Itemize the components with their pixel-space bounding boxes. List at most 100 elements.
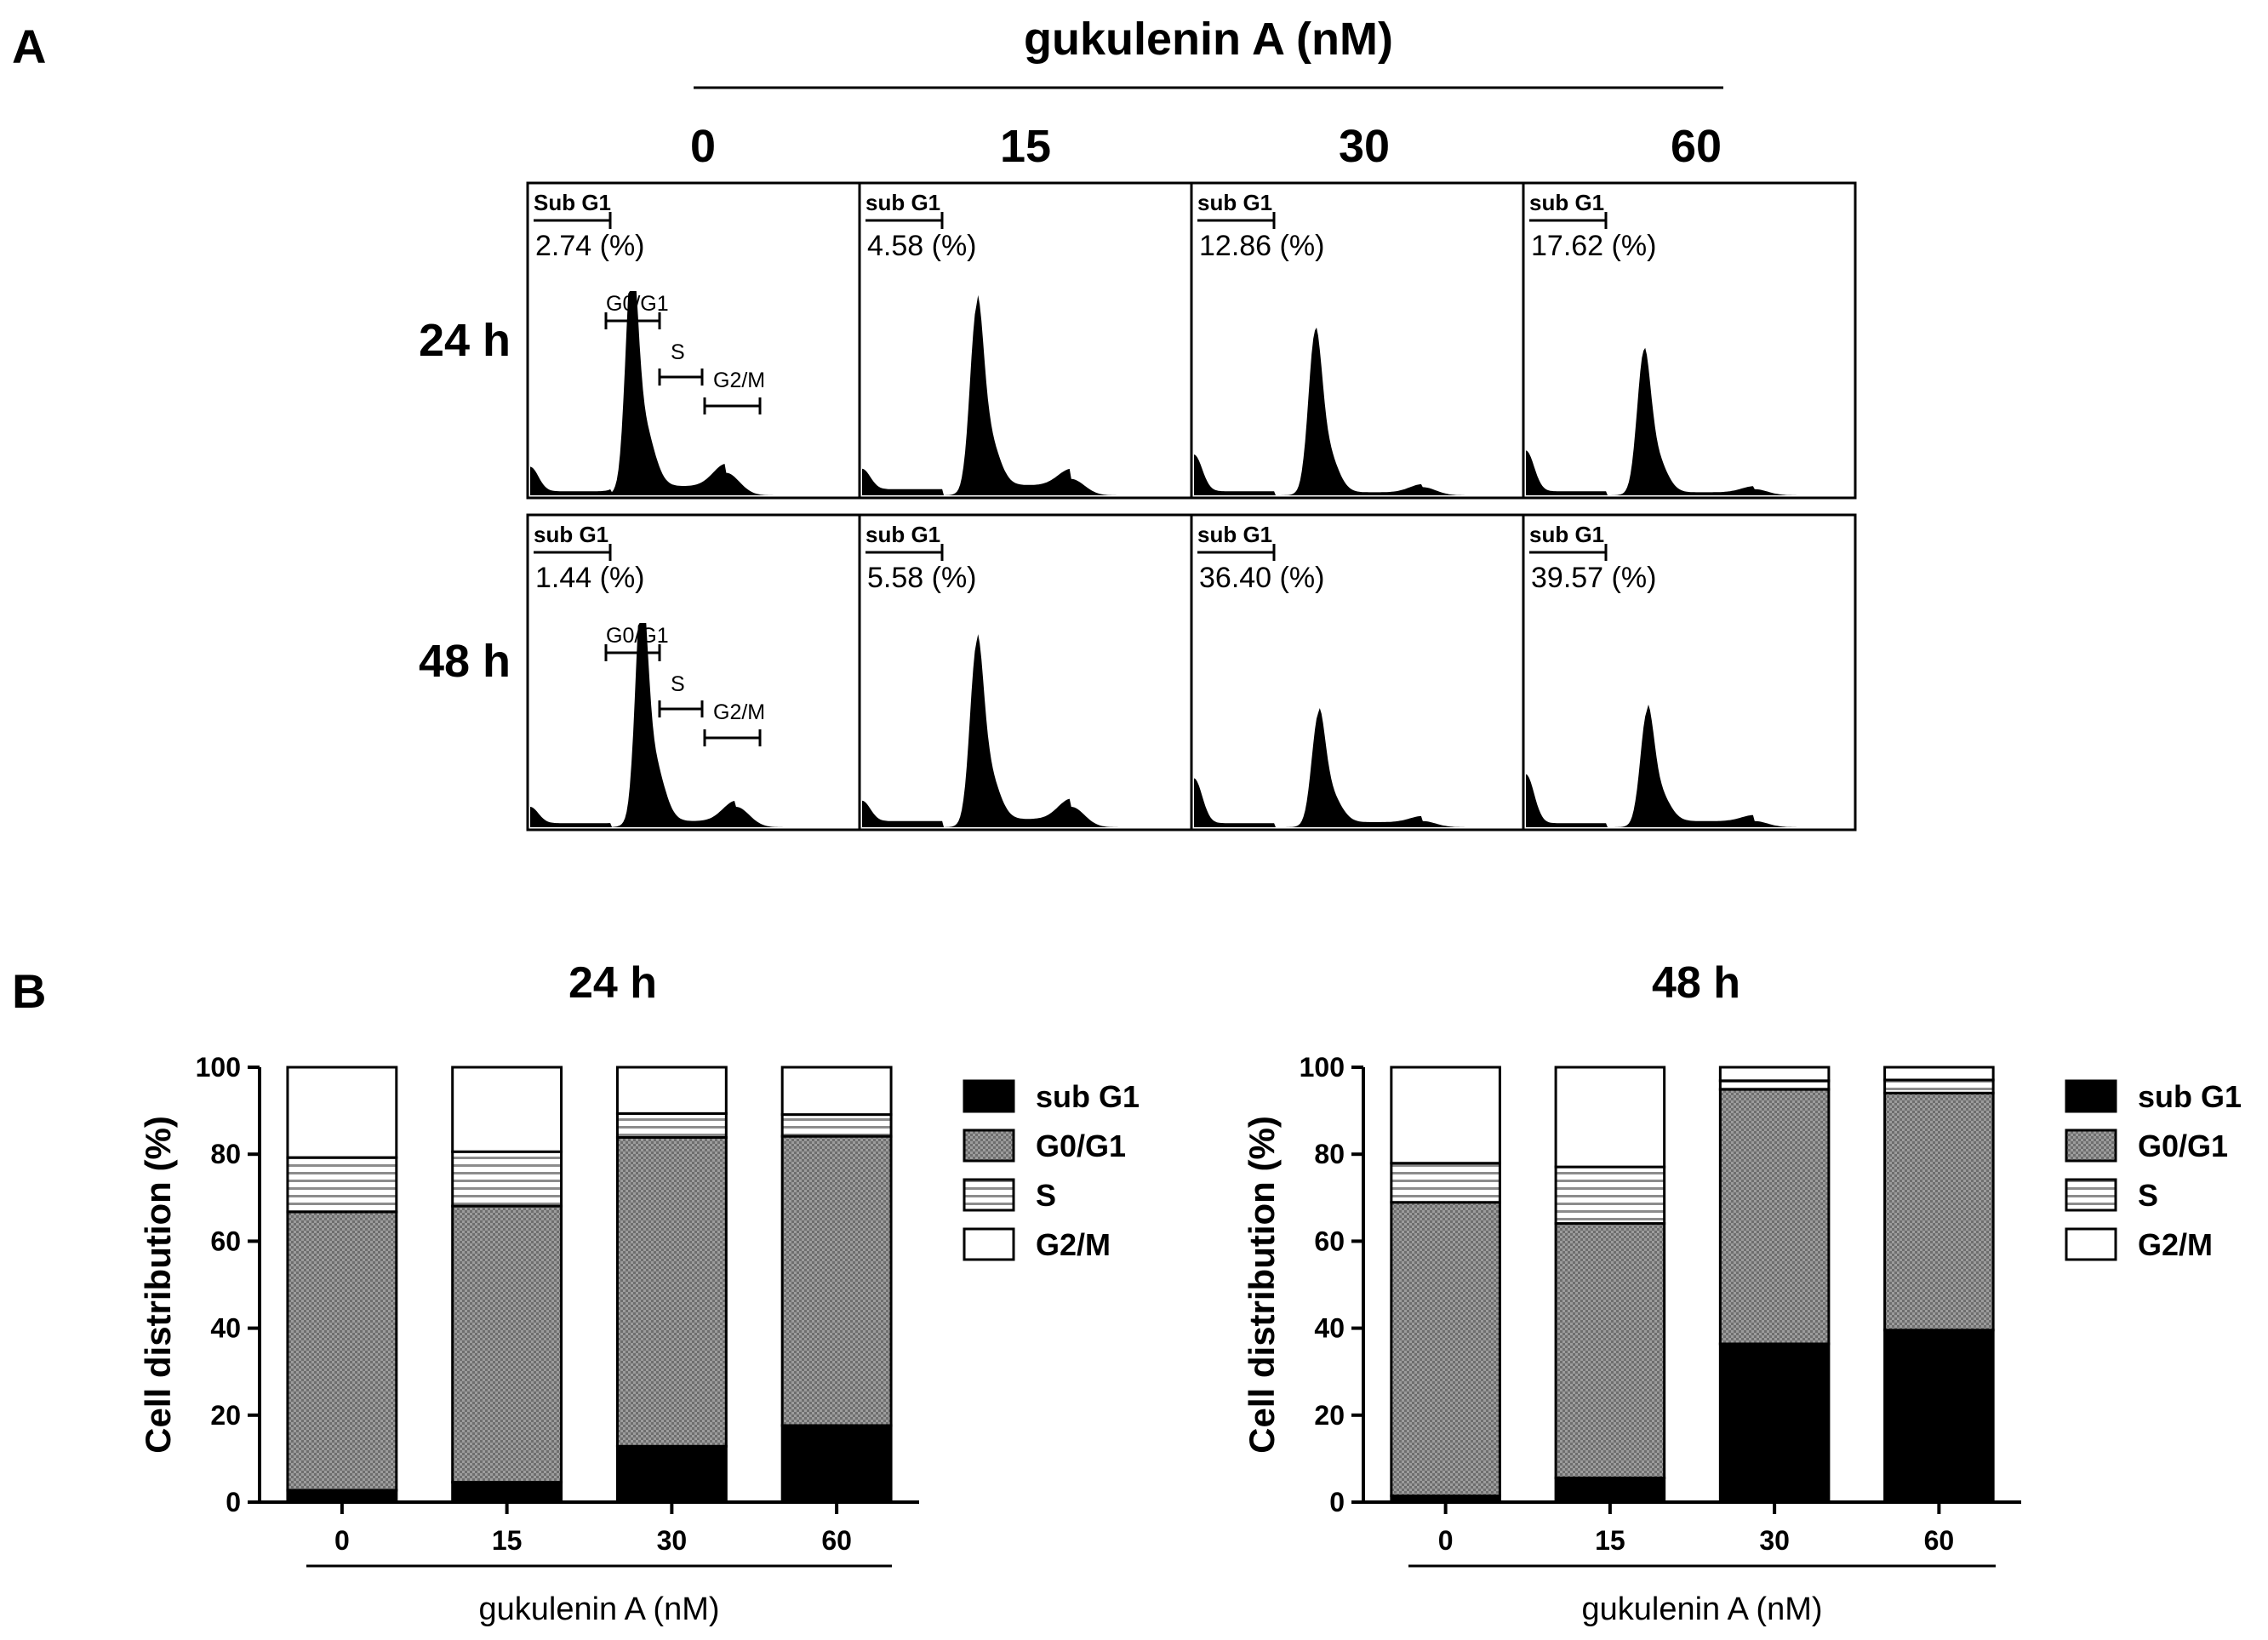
histogram-frame bbox=[1522, 513, 1857, 831]
legend-swatch-s bbox=[963, 1178, 1015, 1212]
bar-s-30 bbox=[615, 1111, 728, 1139]
bar-g2m-15 bbox=[451, 1066, 563, 1153]
legend-label-g2m: G2/M bbox=[2138, 1227, 2213, 1262]
legend-swatch-g2m bbox=[963, 1227, 1015, 1261]
legend-label-subg1: sub G1 bbox=[2138, 1079, 2242, 1114]
bar-s-0 bbox=[1390, 1162, 1501, 1204]
sub-g1-gate-label: sub G1 bbox=[1529, 522, 1604, 547]
bar-s-30 bbox=[1718, 1079, 1831, 1091]
bar-g2m-15 bbox=[1554, 1066, 1666, 1169]
dose-label-60: 60 bbox=[1671, 121, 1722, 172]
x-tick-label-60: 60 bbox=[821, 1525, 852, 1556]
panel-b-letter: B bbox=[12, 964, 46, 1018]
y-tick-label-100: 100 bbox=[1300, 1052, 1345, 1083]
sub-g1-percent: 2.74 (%) bbox=[535, 230, 645, 262]
bar-g2m-0 bbox=[286, 1066, 398, 1159]
y-axis-label: Cell distribution (%) bbox=[138, 1116, 178, 1454]
dose-title: gukulenin A (nM) bbox=[1024, 14, 1393, 65]
time-labels: 24 h 48 h bbox=[419, 315, 511, 687]
sub-g1-gate-label: sub G1 bbox=[865, 190, 940, 215]
sub-g1-gate-label: Sub G1 bbox=[534, 190, 611, 215]
y-tick-label-80: 80 bbox=[210, 1139, 241, 1169]
y-tick-label-60: 60 bbox=[210, 1226, 241, 1256]
bar-g2m-60 bbox=[1883, 1066, 1995, 1082]
g0g1-gate-label: G0/G1 bbox=[606, 292, 669, 316]
dose-label-30: 30 bbox=[1339, 121, 1390, 172]
chart-title: 24 h bbox=[568, 958, 657, 1008]
bar-g0g1-15 bbox=[451, 1204, 563, 1484]
sub-g1-gate-label: sub G1 bbox=[534, 522, 608, 547]
histogram-48h-60: sub G1 39.57 (%) bbox=[1522, 513, 1857, 831]
histogram-24h-15: sub G1 4.58 (%) bbox=[858, 181, 1193, 500]
sub-g1-percent: 5.58 (%) bbox=[867, 562, 977, 594]
legend-label-subg1: sub G1 bbox=[1036, 1079, 1140, 1114]
time-label-48h: 48 h bbox=[419, 636, 511, 687]
legend-swatch-g0g1 bbox=[2065, 1129, 2117, 1163]
bar-s-60 bbox=[780, 1113, 893, 1138]
bar-subg1-15 bbox=[1554, 1476, 1666, 1504]
legend-label-s: S bbox=[2138, 1178, 2158, 1213]
s-gate-label: S bbox=[671, 672, 685, 696]
x-axis-label: gukulenin A (nM) bbox=[478, 1591, 719, 1627]
x-tick-label-0: 0 bbox=[1438, 1525, 1454, 1556]
bar-s-0 bbox=[286, 1156, 398, 1214]
bar-g0g1-15 bbox=[1554, 1222, 1666, 1479]
bar-g0g1-0 bbox=[286, 1210, 398, 1492]
sub-g1-percent: 36.40 (%) bbox=[1199, 562, 1324, 594]
s-gate-label: S bbox=[671, 340, 685, 364]
g2m-gate-label: G2/M bbox=[713, 369, 765, 392]
x-tick-label-0: 0 bbox=[334, 1525, 350, 1556]
bar-subg1-0 bbox=[286, 1489, 398, 1504]
dose-labels: 0 15 30 60 bbox=[690, 121, 1722, 172]
histogram-48h-0: sub G1 1.44 (%) G0/G1S G2/M bbox=[526, 513, 861, 831]
panel-a-letter: A bbox=[12, 20, 46, 73]
bar-s-15 bbox=[451, 1150, 563, 1208]
histogram-24h-0: Sub G1 2.74 (%) G0/G1S G2/M bbox=[526, 181, 861, 500]
y-tick-label-40: 40 bbox=[1314, 1313, 1345, 1344]
histogram-frame bbox=[1522, 181, 1857, 500]
bar-g0g1-30 bbox=[615, 1135, 728, 1448]
histogram-frame bbox=[526, 181, 861, 500]
histogram-48h-30: sub G1 36.40 (%) bbox=[1190, 513, 1525, 831]
legend-swatch-g2m bbox=[2065, 1227, 2117, 1261]
y-axis-label: Cell distribution (%) bbox=[1242, 1116, 1282, 1454]
y-tick-label-80: 80 bbox=[1314, 1139, 1345, 1169]
bar-s-15 bbox=[1554, 1165, 1666, 1226]
histogram-48h-15: sub G1 5.58 (%) bbox=[858, 513, 1193, 831]
sub-g1-percent: 39.57 (%) bbox=[1531, 562, 1656, 594]
bar-subg1-30 bbox=[615, 1444, 728, 1504]
bar-g2m-30 bbox=[1718, 1066, 1831, 1083]
sub-g1-percent: 1.44 (%) bbox=[535, 562, 645, 594]
y-tick-label-100: 100 bbox=[196, 1052, 241, 1083]
legend-swatch-subg1 bbox=[2065, 1079, 2117, 1113]
bar-subg1-60 bbox=[1883, 1329, 1995, 1504]
sub-g1-percent: 17.62 (%) bbox=[1531, 230, 1656, 262]
sub-g1-gate-label: sub G1 bbox=[1529, 190, 1604, 215]
bar-g0g1-0 bbox=[1390, 1201, 1501, 1498]
sub-g1-percent: 4.58 (%) bbox=[867, 230, 977, 262]
g2m-gate-label: G2/M bbox=[713, 700, 765, 724]
bar-g0g1-60 bbox=[780, 1134, 893, 1427]
sub-g1-percent: 12.86 (%) bbox=[1199, 230, 1324, 262]
x-tick-label-30: 30 bbox=[1759, 1525, 1790, 1556]
bar-g0g1-30 bbox=[1718, 1088, 1831, 1346]
histogram-24h-60: sub G1 17.62 (%) bbox=[1522, 181, 1857, 500]
bar-s-60 bbox=[1883, 1078, 1995, 1094]
y-tick-label-0: 0 bbox=[1329, 1487, 1345, 1517]
histogram-frame bbox=[1190, 513, 1525, 831]
y-tick-label-20: 20 bbox=[210, 1400, 241, 1431]
sub-g1-gate-label: sub G1 bbox=[1197, 522, 1272, 547]
dose-label-15: 15 bbox=[1000, 121, 1051, 172]
dose-label-0: 0 bbox=[690, 121, 716, 172]
x-tick-label-15: 15 bbox=[1595, 1525, 1625, 1556]
legend-swatch-s bbox=[2065, 1178, 2117, 1212]
bar-g2m-0 bbox=[1390, 1066, 1501, 1165]
g0g1-gate-label: G0/G1 bbox=[606, 624, 669, 648]
sub-g1-gate-label: sub G1 bbox=[865, 522, 940, 547]
chart-title: 48 h bbox=[1652, 958, 1740, 1008]
legend-swatch-subg1 bbox=[963, 1079, 1015, 1113]
legend-label-g2m: G2/M bbox=[1036, 1227, 1111, 1262]
stacked-bar-chart-48h: 48 h 0 20 40 60 80 100 Cell distribution (%) 0 15… bbox=[1242, 958, 2242, 1627]
